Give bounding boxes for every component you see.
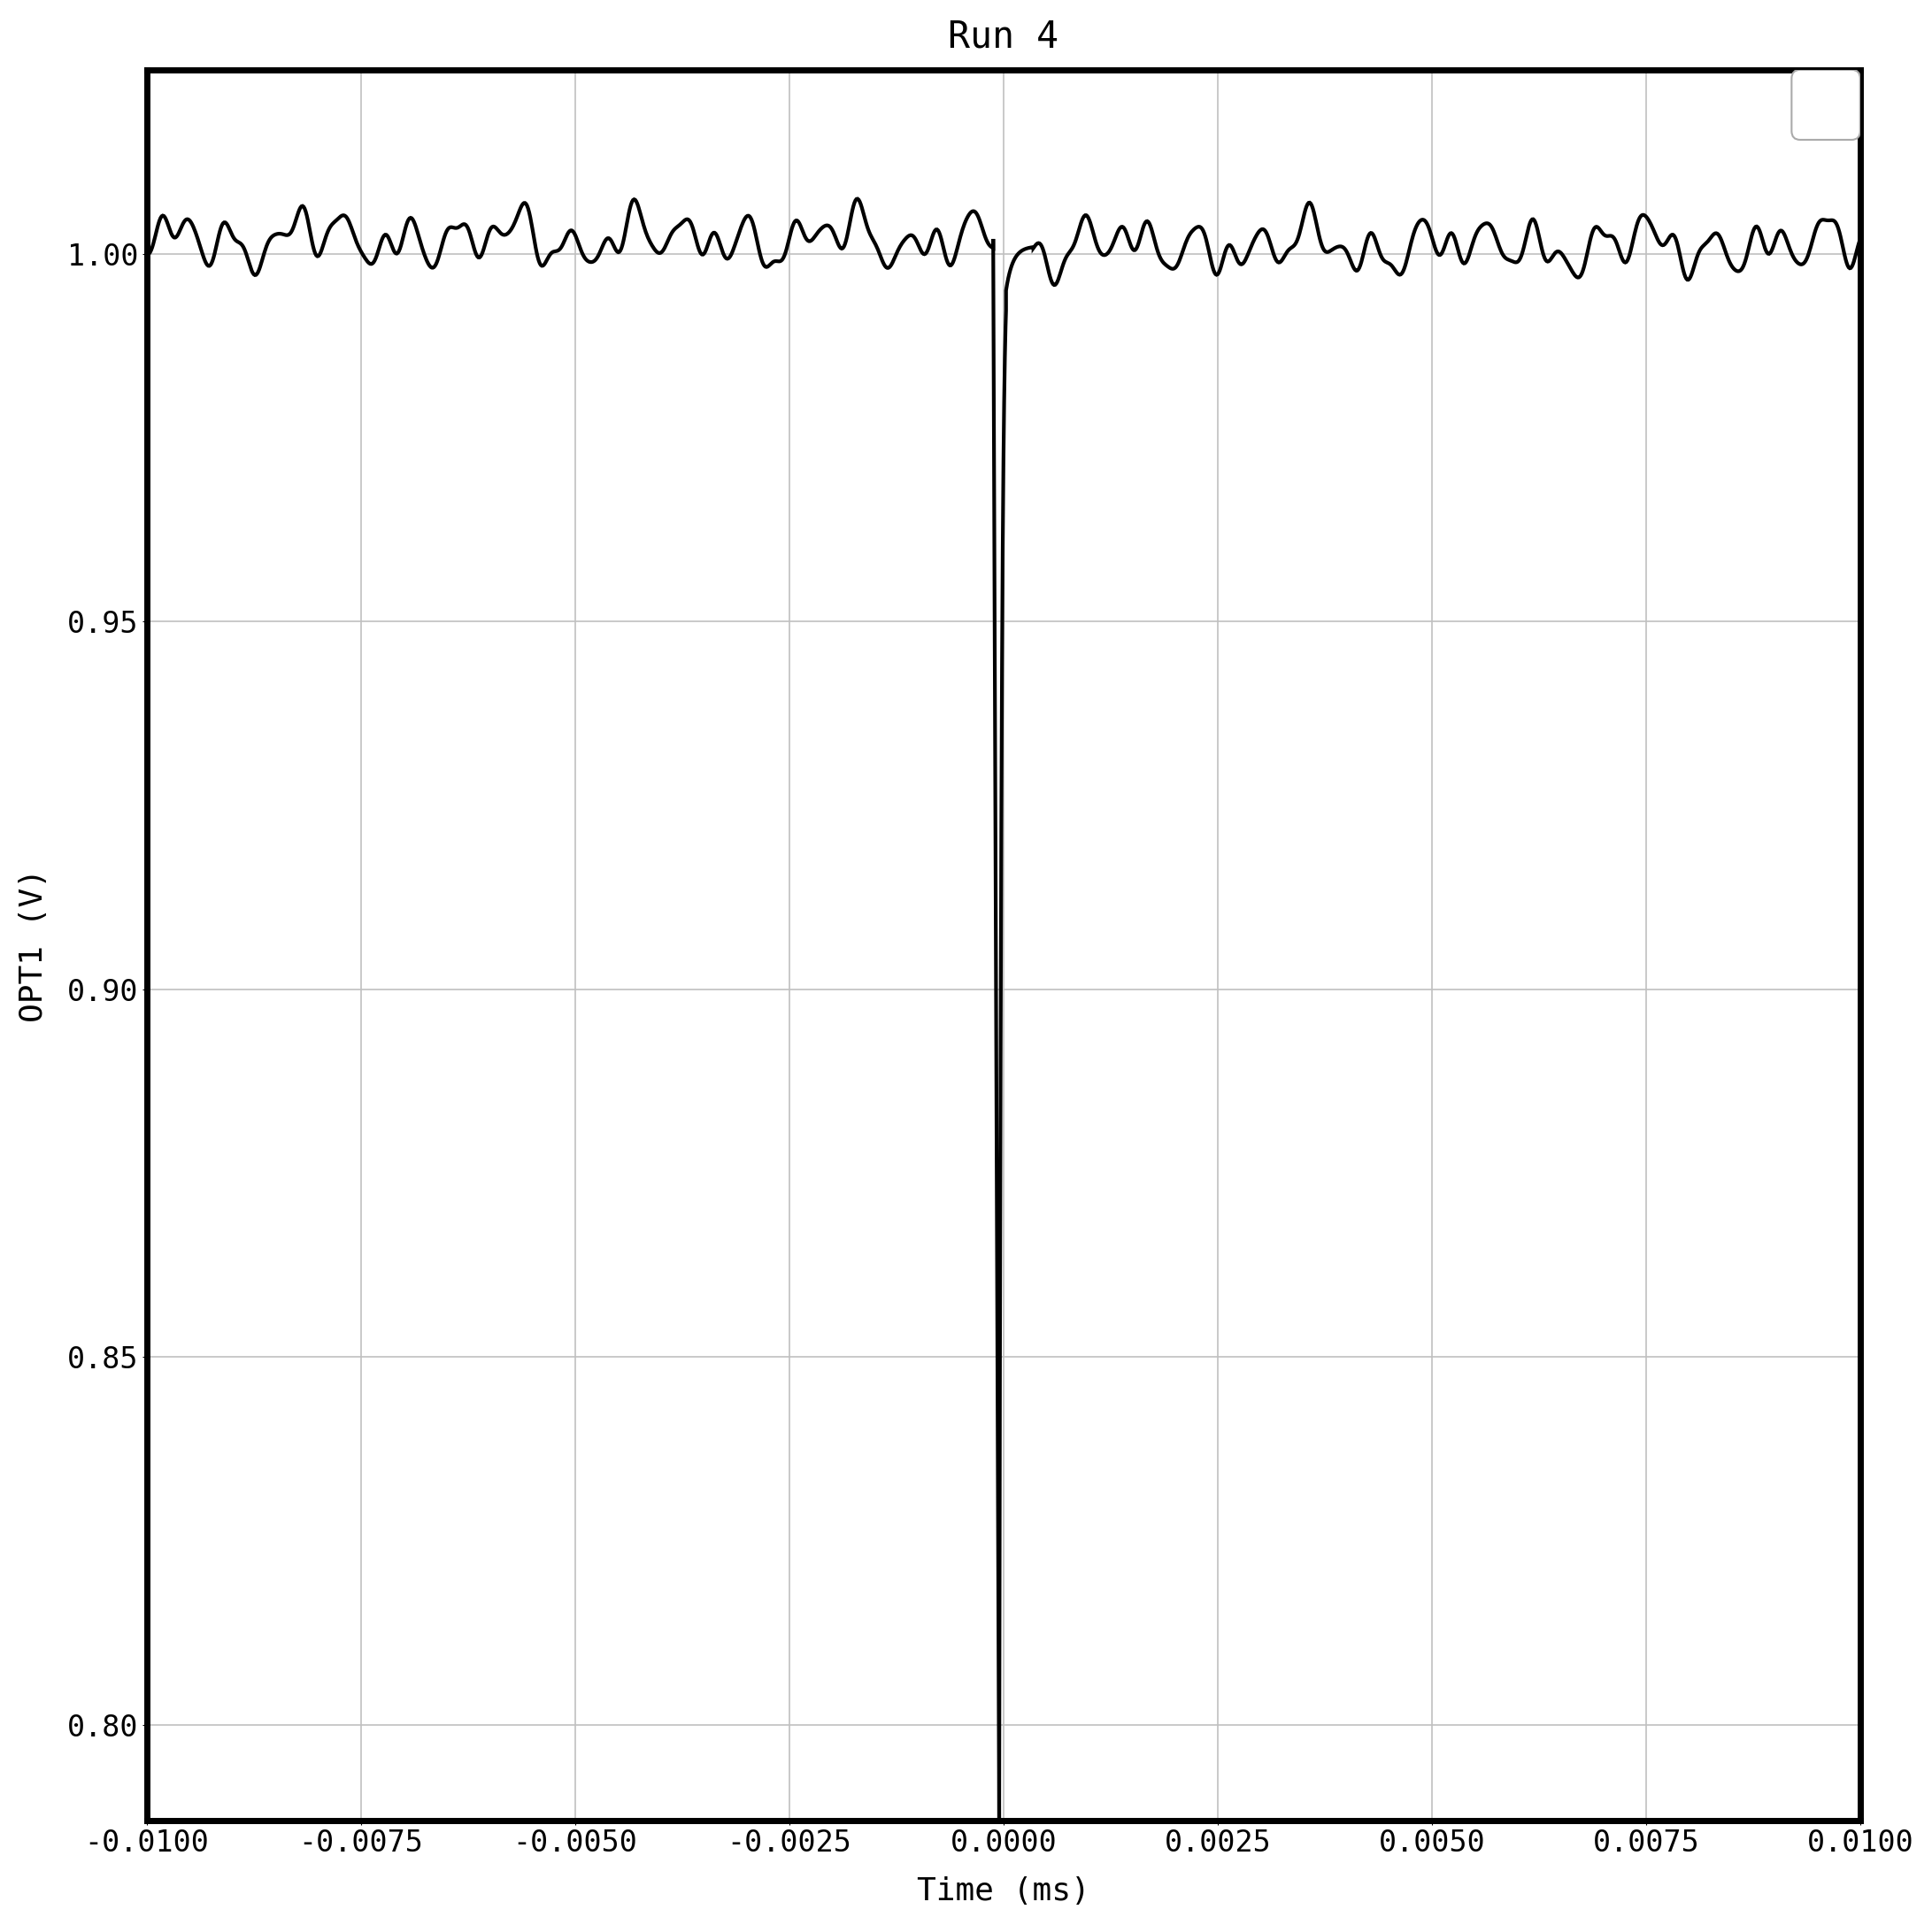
Title: Run 4: Run 4	[949, 19, 1059, 56]
X-axis label: Time (ms): Time (ms)	[918, 1877, 1090, 1906]
Y-axis label: OPT1 (V): OPT1 (V)	[19, 868, 48, 1022]
FancyBboxPatch shape	[1791, 69, 1861, 141]
